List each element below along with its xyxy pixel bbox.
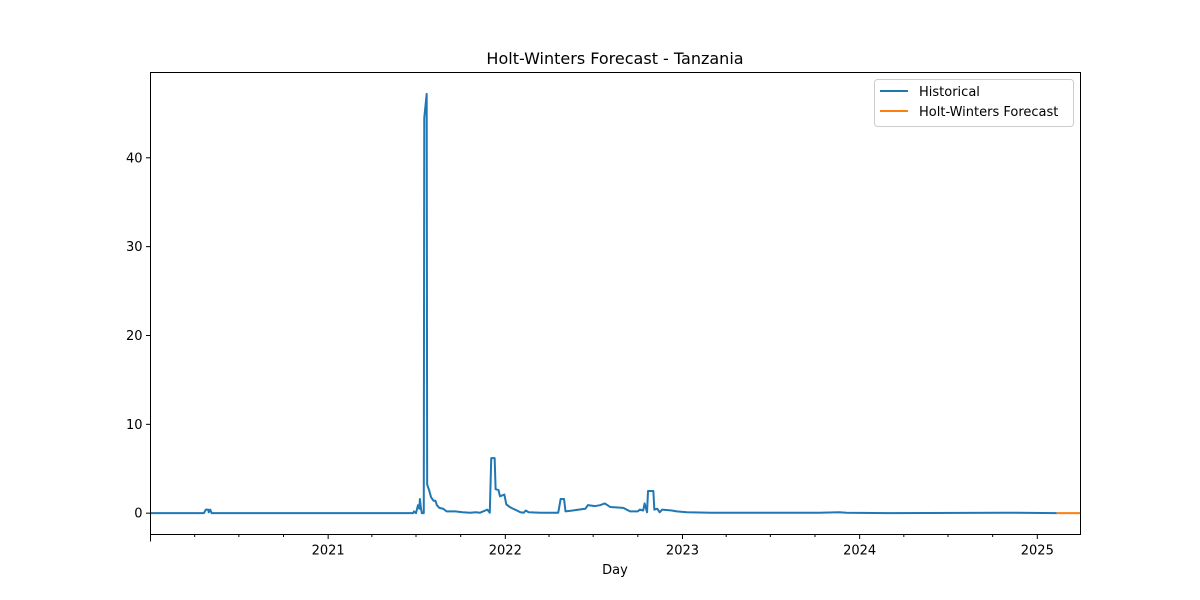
plot-area [150, 92, 1081, 515]
x-tick-label: 2025 [1021, 544, 1054, 559]
y-tick-label: 10 [126, 418, 143, 433]
x-tick-label: 2021 [312, 544, 345, 559]
x-tick-label: 2023 [666, 544, 699, 559]
legend-box [874, 79, 1074, 127]
x-tick-label: 2024 [843, 544, 876, 559]
y-tick-label: 40 [126, 151, 143, 166]
chart-title: Holt-Winters Forecast - Tanzania [486, 49, 743, 68]
legend-label-forecast: Holt-Winters Forecast [919, 105, 1058, 120]
y-tick-label: 30 [126, 240, 143, 255]
x-tick-label: 2022 [489, 544, 522, 559]
y-tick-label: 20 [126, 329, 143, 344]
x-axis-label: Day [602, 563, 628, 578]
series-line-historical [150, 92, 1057, 515]
axis-ticks: 0 10 20 30 40 2021 2022 2023 2024 2025 [126, 151, 1054, 558]
y-tick-label: 0 [134, 507, 142, 522]
legend: Historical Holt-Winters Forecast [874, 79, 1074, 127]
axes-frame [150, 72, 1081, 535]
legend-label-historical: Historical [919, 85, 980, 100]
